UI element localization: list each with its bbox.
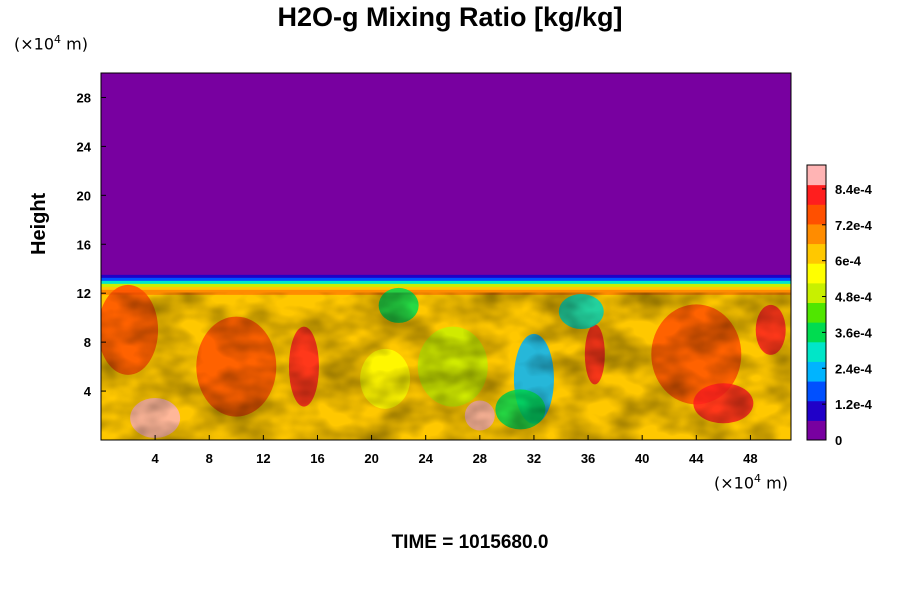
x-unit-exponent: 4 (754, 472, 762, 485)
colorbar-tick-label: 7.2e-4 (835, 218, 873, 233)
colorbar-segment (807, 361, 826, 382)
colorbar-tick-label: 0 (835, 433, 842, 448)
x-tick-label: 48 (743, 451, 757, 466)
colorbar-frame (806, 164, 827, 441)
y-unit-suffix: m) (61, 34, 88, 54)
plot-frame (100, 72, 792, 441)
colorbar-segment (807, 263, 826, 284)
colorbar-segment (807, 420, 826, 441)
x-tick-label: 4 (152, 451, 160, 466)
colorbar-segment (807, 341, 826, 362)
x-unit-suffix: m) (761, 473, 788, 493)
colorbar-segment (807, 302, 826, 323)
y-axis-unit: (×104 m) (14, 33, 88, 53)
y-tick-label: 20 (77, 188, 91, 203)
colorbar-segment (807, 165, 826, 186)
y-tick-label: 12 (77, 286, 91, 301)
colorbar-tick-label: 1.2e-4 (835, 397, 873, 412)
x-tick-label: 28 (473, 451, 487, 466)
colorbar-tick-label: 2.4e-4 (835, 361, 873, 376)
colorbar-segment (807, 184, 826, 205)
colorbar-segment (807, 282, 826, 303)
y-unit-exponent: 4 (54, 33, 62, 46)
y-unit-prefix: (×10 (14, 34, 55, 54)
x-tick-label: 20 (364, 451, 378, 466)
colorbar-tick-label: 8.4e-4 (835, 182, 873, 197)
x-tick-label: 40 (635, 451, 649, 466)
x-tick-label: 12 (256, 451, 270, 466)
colorbar-segment (807, 243, 826, 264)
x-tick-label: 24 (418, 451, 433, 466)
y-tick-label: 16 (77, 237, 91, 252)
colorbar-segment (807, 322, 826, 343)
colorbar: 0 1.2e-4 2.4e-4 3.6e-4 4.8e-4 6e-4 7.2e-4 8.4e-… (806, 164, 873, 448)
x-tick-label: 36 (581, 451, 595, 466)
x-axis-unit: (×104 m) (714, 472, 788, 492)
colorbar-segment (807, 204, 826, 225)
chart-title: H2O-g Mixing Ratio [kg/kg] (277, 2, 623, 32)
turbulence-texture (101, 292, 791, 440)
colorbar-tick-label: 4.8e-4 (835, 290, 873, 305)
colorbar-segment (807, 223, 826, 245)
x-tick-label: 16 (310, 451, 324, 466)
x-tick-label: 8 (206, 451, 213, 466)
y-tick-label: 28 (77, 90, 91, 105)
time-label: TIME = 1015680.0 (391, 532, 549, 553)
colorbar-segment (807, 381, 826, 402)
colorbar-tick-label: 6e-4 (835, 254, 862, 269)
x-unit-prefix: (×10 (714, 473, 755, 493)
x-tick-label: 32 (527, 451, 541, 466)
colorbar-tick-label: 3.6e-4 (835, 325, 873, 340)
y-tick-label: 8 (84, 335, 91, 350)
y-tick-label: 4 (84, 384, 92, 399)
plot-area (101, 73, 791, 440)
colorbar-segment (807, 400, 826, 421)
x-tick-label: 44 (689, 451, 704, 466)
y-tick-label: 24 (77, 139, 92, 154)
